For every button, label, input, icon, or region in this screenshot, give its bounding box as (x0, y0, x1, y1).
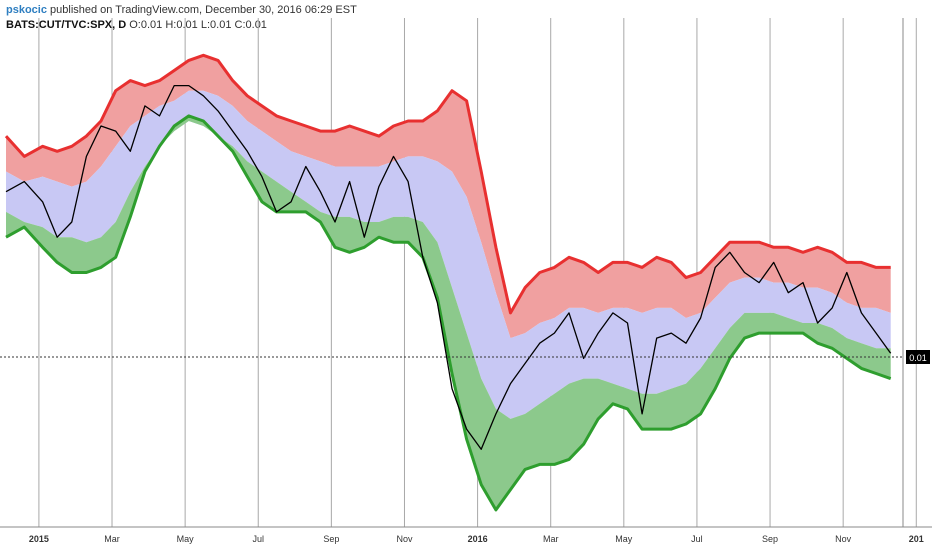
x-tick-label: 2016 (468, 534, 488, 544)
x-tick-label: Sep (762, 534, 778, 544)
last-value-bg (906, 350, 930, 364)
symbol-label: BATS:CUT/TVC:SPX, D (6, 19, 127, 31)
middle-band-fill (6, 90, 891, 419)
x-tick-label: Nov (835, 534, 852, 544)
x-tick-label: 201 (909, 534, 924, 544)
publish-line: pskocic published on TradingView.com, De… (6, 3, 357, 18)
low-label: L: (200, 19, 211, 31)
close-label: C: (234, 19, 246, 31)
lower-band-fill (6, 115, 891, 510)
x-tick-label: Jul (691, 534, 703, 544)
bands (6, 55, 891, 510)
time-axis: 2015 Mar May Jul Sep Nov 2016 Mar May Jul Sep Nov 20… (29, 534, 924, 544)
x-tick-label: May (615, 534, 633, 544)
open-value: 0.01 (140, 19, 163, 31)
x-tick-label: May (177, 534, 195, 544)
high-value: 0.01 (176, 19, 198, 31)
upper-band-fill (6, 55, 891, 339)
lower-band-line (5, 114, 892, 512)
close-value: 0.01 (245, 19, 267, 31)
x-tick-label: Jul (252, 534, 264, 544)
last-value-text: 0.01 (909, 353, 927, 363)
published-text: published on TradingView.com, December 3… (46, 4, 357, 16)
lines (4, 53, 892, 512)
price-line (5, 84, 892, 450)
high-label: H: (165, 19, 177, 31)
low-value: 0.01 (210, 19, 232, 31)
author-link[interactable]: pskocic (6, 4, 47, 16)
open-label: O: (129, 19, 141, 31)
x-tick-label: Mar (104, 534, 120, 544)
upper-band-line (4, 53, 891, 315)
chart-header: pskocic published on TradingView.com, De… (6, 3, 357, 33)
x-tick-label: 2015 (29, 534, 49, 544)
ohlc-line: BATS:CUT/TVC:SPX, D O:0.01 H:0.01 L:0.01… (6, 18, 357, 33)
last-value-badge: 0.01 (906, 350, 930, 364)
x-tick-label: Mar (543, 534, 559, 544)
x-tick-label: Nov (396, 534, 413, 544)
x-tick-label: Sep (323, 534, 339, 544)
